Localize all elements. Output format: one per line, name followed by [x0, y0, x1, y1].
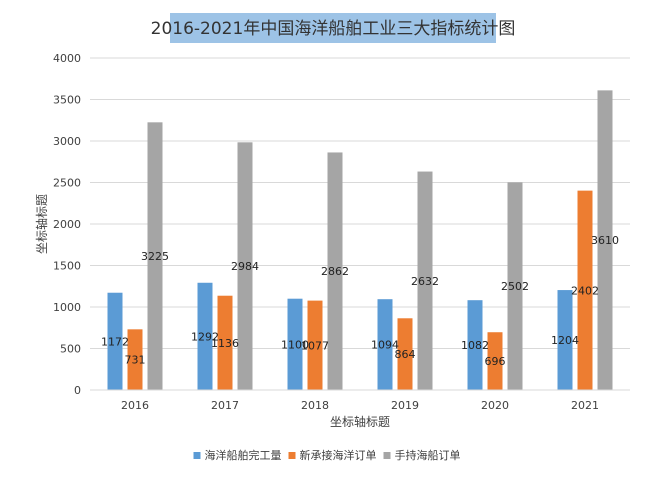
- data-label: 1100: [281, 338, 309, 351]
- x-tick-label: 2019: [391, 399, 419, 412]
- data-label: 731: [125, 354, 146, 367]
- bar: [417, 171, 433, 390]
- bar: [237, 142, 253, 390]
- data-label: 2984: [231, 260, 259, 273]
- bar: [597, 90, 613, 391]
- bar: [107, 292, 123, 390]
- x-tick-label: 2021: [571, 399, 599, 412]
- bar: [217, 295, 233, 390]
- chart-title: 2016-2021年中国海洋船舶工业三大指标统计图: [151, 19, 516, 39]
- y-tick-label: 4000: [53, 52, 81, 65]
- bars: [107, 90, 613, 391]
- chart-title-background: [170, 13, 496, 43]
- y-tick-label: 3500: [53, 94, 81, 107]
- y-tick-label: 3000: [53, 135, 81, 148]
- data-label: 2502: [501, 280, 529, 293]
- data-label: 1094: [371, 339, 399, 352]
- x-tick-label: 2017: [211, 399, 239, 412]
- data-label: 1204: [551, 334, 579, 347]
- x-axis-ticks: 2016 2017 2018 2019 2020 2021: [121, 399, 599, 412]
- data-label: 864: [395, 348, 416, 361]
- bar: [507, 182, 523, 390]
- x-tick-label: 2020: [481, 399, 509, 412]
- bar: [397, 318, 413, 390]
- x-axis-title: 坐标轴标题: [330, 414, 390, 429]
- y-tick-label: 2000: [53, 218, 81, 231]
- bar: [197, 282, 213, 390]
- legend-label: 手持海船订单: [395, 448, 461, 462]
- legend: 海洋船舶完工量 新承接海洋订单 手持海船订单: [193, 448, 461, 462]
- data-label: 3610: [591, 234, 619, 247]
- bar: [577, 190, 593, 390]
- data-label: 1172: [101, 335, 129, 348]
- x-tick-label: 2016: [121, 399, 149, 412]
- data-label: 3225: [141, 250, 169, 263]
- legend-swatch: [383, 452, 391, 459]
- data-label: 2632: [411, 275, 439, 288]
- data-label: 1082: [461, 339, 489, 352]
- data-label: 1077: [301, 339, 329, 352]
- y-tick-label: 1500: [53, 260, 81, 273]
- gridlines: [90, 57, 630, 349]
- data-label: 1136: [211, 337, 239, 350]
- data-label: 1292: [191, 330, 219, 343]
- legend-label: 新承接海洋订单: [300, 448, 377, 462]
- bar: [487, 332, 503, 390]
- bar: [327, 152, 343, 390]
- data-label: 2862: [321, 265, 349, 278]
- bar: [287, 298, 303, 390]
- y-tick-label: 1000: [53, 301, 81, 314]
- y-tick-label: 500: [60, 343, 81, 356]
- data-label: 696: [485, 355, 506, 368]
- x-tick-label: 2018: [301, 399, 329, 412]
- bar: [147, 122, 163, 390]
- bar: [377, 299, 393, 390]
- chart-title-group: 2016-2021年中国海洋船舶工业三大指标统计图: [151, 13, 516, 43]
- y-axis-ticks: 0 500 1000 1500 2000 2500 3000 3500 4000: [53, 52, 81, 397]
- bar: [127, 329, 143, 390]
- y-tick-label: 0: [74, 384, 81, 397]
- bar: [307, 300, 323, 390]
- legend-swatch: [288, 452, 296, 459]
- legend-label: 海洋船舶完工量: [205, 448, 282, 462]
- legend-swatch: [193, 452, 201, 459]
- bar: [467, 300, 483, 390]
- y-axis-title: 坐标轴标题: [34, 194, 49, 254]
- bar: [557, 290, 573, 390]
- y-tick-label: 2500: [53, 177, 81, 190]
- data-label: 2402: [571, 284, 599, 297]
